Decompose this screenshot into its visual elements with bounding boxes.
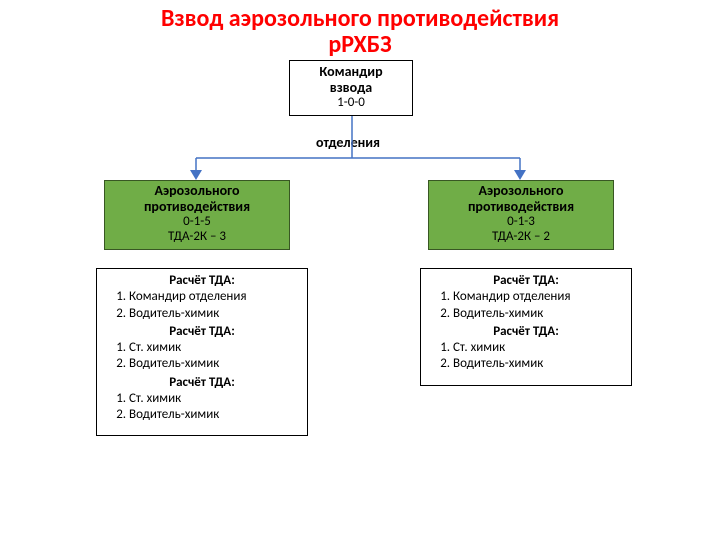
page-title: Взвод аэрозольного противодействия рРХБЗ xyxy=(0,0,720,59)
detail-item: Ст. химик xyxy=(129,340,301,356)
commander-line1: Командир xyxy=(290,64,412,80)
green-right-equip: ТДА-2К – 2 xyxy=(429,230,613,245)
green-left-line2: противодействия xyxy=(105,199,289,215)
commander-node: Командир взвода 1-0-0 xyxy=(289,60,413,116)
green-left-equip: ТДА-2К – 3 xyxy=(105,230,289,245)
detail-item: Водитель-химик xyxy=(453,306,625,322)
detail-group-list: Ст. химикВодитель-химик xyxy=(103,340,301,373)
green-right-line2: противодействия xyxy=(429,199,613,215)
detail-item: Ст. химик xyxy=(129,391,301,407)
detail-box-right: Расчёт ТДА:Командир отделенияВодитель-хи… xyxy=(420,268,632,386)
detail-group-header: Расчёт ТДА: xyxy=(427,324,625,340)
green-left-code: 0-1-5 xyxy=(105,215,289,230)
commander-code: 1-0-0 xyxy=(290,96,412,111)
green-right-line1: Аэрозольного xyxy=(429,183,613,199)
detail-item: Водитель-химик xyxy=(453,356,625,372)
green-left-line1: Аэрозольного xyxy=(105,183,289,199)
detail-group-header: Расчёт ТДА: xyxy=(103,324,301,340)
detail-group-list: Командир отделенияВодитель-химик xyxy=(427,289,625,322)
detail-group-header: Расчёт ТДА: xyxy=(103,375,301,391)
detail-group-list: Командир отделенияВодитель-химик xyxy=(103,289,301,322)
title-line1: Взвод аэрозольного противодействия xyxy=(0,6,720,32)
detail-item: Ст. химик xyxy=(453,340,625,356)
detail-item: Водитель-химик xyxy=(129,407,301,423)
green-node-right: Аэрозольного противодействия 0-1-3 ТДА-2… xyxy=(428,180,614,250)
departments-label: отделения xyxy=(316,134,380,151)
detail-item: Водитель-химик xyxy=(129,306,301,322)
detail-box-left: Расчёт ТДА:Командир отделенияВодитель-хи… xyxy=(96,268,308,436)
detail-group-header: Расчёт ТДА: xyxy=(103,273,301,289)
green-right-code: 0-1-3 xyxy=(429,215,613,230)
detail-item: Командир отделения xyxy=(453,289,625,305)
detail-group-header: Расчёт ТДА: xyxy=(427,273,625,289)
detail-group-list: Ст. химикВодитель-химик xyxy=(427,340,625,373)
green-node-left: Аэрозольного противодействия 0-1-5 ТДА-2… xyxy=(104,180,290,250)
detail-item: Командир отделения xyxy=(129,289,301,305)
detail-group-list: Ст. химикВодитель-химик xyxy=(103,391,301,424)
detail-item: Водитель-химик xyxy=(129,356,301,372)
title-line2: рРХБЗ xyxy=(0,32,720,58)
commander-line2: взвода xyxy=(290,80,412,96)
